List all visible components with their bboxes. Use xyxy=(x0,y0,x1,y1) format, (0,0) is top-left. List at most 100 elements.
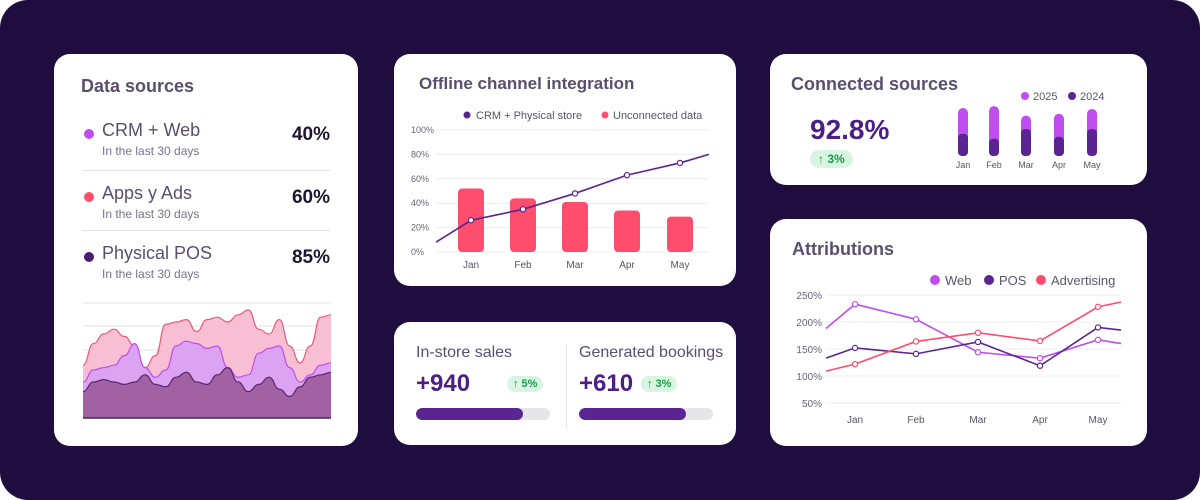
y-tick-label: 200% xyxy=(796,318,822,329)
bookings-value: +610 xyxy=(579,370,634,397)
connected-sources-card: Connected sources 92.8% ↑ 3% Jan Feb Mar Ap… xyxy=(770,54,1147,185)
y-tick-label: 0% xyxy=(411,247,424,257)
line-point xyxy=(1094,336,1102,344)
line-point xyxy=(974,349,982,356)
bar-feb xyxy=(510,198,536,252)
bar-2024 xyxy=(989,138,999,156)
bar-may xyxy=(667,216,693,252)
progress-fill xyxy=(579,408,687,420)
connected-sources-chart: Jan Feb Mar Apr May 2025 2024 xyxy=(956,91,1105,170)
y-tick-label: 40% xyxy=(411,198,429,208)
x-tick-label: Mar xyxy=(566,260,584,271)
line-point xyxy=(851,344,859,352)
area-series-2 xyxy=(83,367,331,418)
x-tick-label: Jan xyxy=(956,160,971,170)
source-name: Physical POS xyxy=(102,243,213,263)
offline-channel-chart: 0% 20% 40% 60% 80% 100% Jan Feb Mar Apr May CRM + P… xyxy=(411,110,710,271)
line-point xyxy=(1036,354,1044,362)
divider xyxy=(566,344,567,428)
source-percent: 85% xyxy=(291,247,330,268)
line-point xyxy=(623,171,631,179)
y-tick-label: 60% xyxy=(411,174,429,184)
progress-fill xyxy=(416,408,524,420)
attributions-card: Attributions 50% 100% 150% 200% 250% Jan Feb Ma… xyxy=(770,219,1147,446)
source-item-crm-web[interactable]: CRM + Web In the last 30 days 40% xyxy=(82,120,330,178)
offline-channel-title: Offline channel integration xyxy=(419,74,635,93)
legend-dot-icon xyxy=(1036,275,1046,285)
source-period: In the last 30 days xyxy=(102,207,200,221)
source-period: In the last 30 days xyxy=(102,267,200,281)
x-tick-label: Jan xyxy=(463,260,479,271)
y-tick-label: 20% xyxy=(411,223,429,233)
bookings-progress xyxy=(579,408,713,420)
line-point xyxy=(912,338,920,345)
legend-label: 2024 xyxy=(1080,91,1104,103)
bookings-label: Generated bookings xyxy=(579,344,724,361)
line-point xyxy=(1094,303,1102,311)
legend-label: 2025 xyxy=(1033,91,1057,103)
line-point xyxy=(676,159,684,167)
x-tick-label: Mar xyxy=(969,415,987,426)
source-percent: 60% xyxy=(291,187,330,208)
legend-label: CRM + Physical store xyxy=(476,110,582,122)
line-point xyxy=(519,206,527,213)
line-point xyxy=(974,329,982,337)
y-tick-label: 80% xyxy=(411,149,429,159)
source-name: Apps y Ads xyxy=(102,183,193,203)
attributions-title: Attributions xyxy=(792,239,894,259)
line-point xyxy=(851,360,859,368)
bar-2024 xyxy=(1054,136,1064,156)
line-point xyxy=(912,316,920,323)
data-sources-card: Data sources CRM + Web In the last 30 da… xyxy=(54,54,358,446)
area-series-line-2 xyxy=(82,366,332,398)
legend-label: Unconnected data xyxy=(613,110,703,122)
line-point xyxy=(571,190,579,197)
connected-sources-badge: ↑ 3% xyxy=(810,150,853,168)
bookings-badge: ↑ 3% xyxy=(641,376,678,392)
x-tick-label: Mar xyxy=(1018,160,1034,170)
divider xyxy=(82,170,330,171)
x-tick-label: May xyxy=(1083,160,1101,170)
in-store-sales-value: +940 xyxy=(416,370,471,397)
legend-dot-icon xyxy=(1021,92,1029,100)
x-tick-label: Apr xyxy=(1032,415,1048,426)
line-point xyxy=(1036,337,1044,345)
in-store-sales-label: In-store sales xyxy=(416,344,513,361)
legend-dot-icon xyxy=(601,111,609,119)
legend-label: Advertising xyxy=(1051,273,1115,288)
area-series-line-0 xyxy=(82,309,332,369)
source-period: In the last 30 days xyxy=(102,144,200,158)
source-dot-icon xyxy=(84,192,94,202)
legend-dot-icon xyxy=(1068,92,1076,100)
offline-channel-card: Offline channel integration 0% 20% 40% 60% 8… xyxy=(394,54,736,286)
line-advertising xyxy=(825,301,1122,372)
y-tick-label: 150% xyxy=(796,345,822,356)
x-tick-label: Apr xyxy=(1052,160,1066,170)
line-point xyxy=(467,217,475,224)
connected-sources-value: 92.8% xyxy=(810,114,890,145)
bar-2024 xyxy=(1087,129,1097,156)
legend-label: POS xyxy=(999,273,1027,288)
source-name: CRM + Web xyxy=(102,120,201,140)
bar-apr xyxy=(614,210,640,252)
y-tick-label: 50% xyxy=(802,399,822,410)
source-dot-icon xyxy=(84,129,94,139)
divider xyxy=(82,230,330,231)
source-dot-icon xyxy=(84,252,94,262)
y-tick-label: 100% xyxy=(411,125,434,135)
source-item-apps-ads[interactable]: Apps y Ads In the last 30 days 60% xyxy=(82,183,330,241)
line-point xyxy=(974,338,982,346)
source-percent: 40% xyxy=(291,124,330,145)
in-store-sales-badge: ↑ 5% xyxy=(507,376,544,392)
line-point xyxy=(1036,362,1044,369)
x-tick-label: May xyxy=(671,260,690,271)
data-sources-area-chart xyxy=(82,302,332,419)
bar-2024 xyxy=(1021,129,1031,156)
x-tick-label: Feb xyxy=(907,415,925,426)
line-point xyxy=(912,350,920,358)
attributions-chart: 50% 100% 150% 200% 250% Jan Feb Mar Apr May Web POS… xyxy=(796,273,1122,426)
x-tick-label: Apr xyxy=(619,260,635,271)
source-item-physical-pos[interactable]: Physical POS In the last 30 days 85% xyxy=(82,243,330,301)
bar-mar xyxy=(562,201,588,252)
legend-dot-icon xyxy=(984,275,994,285)
